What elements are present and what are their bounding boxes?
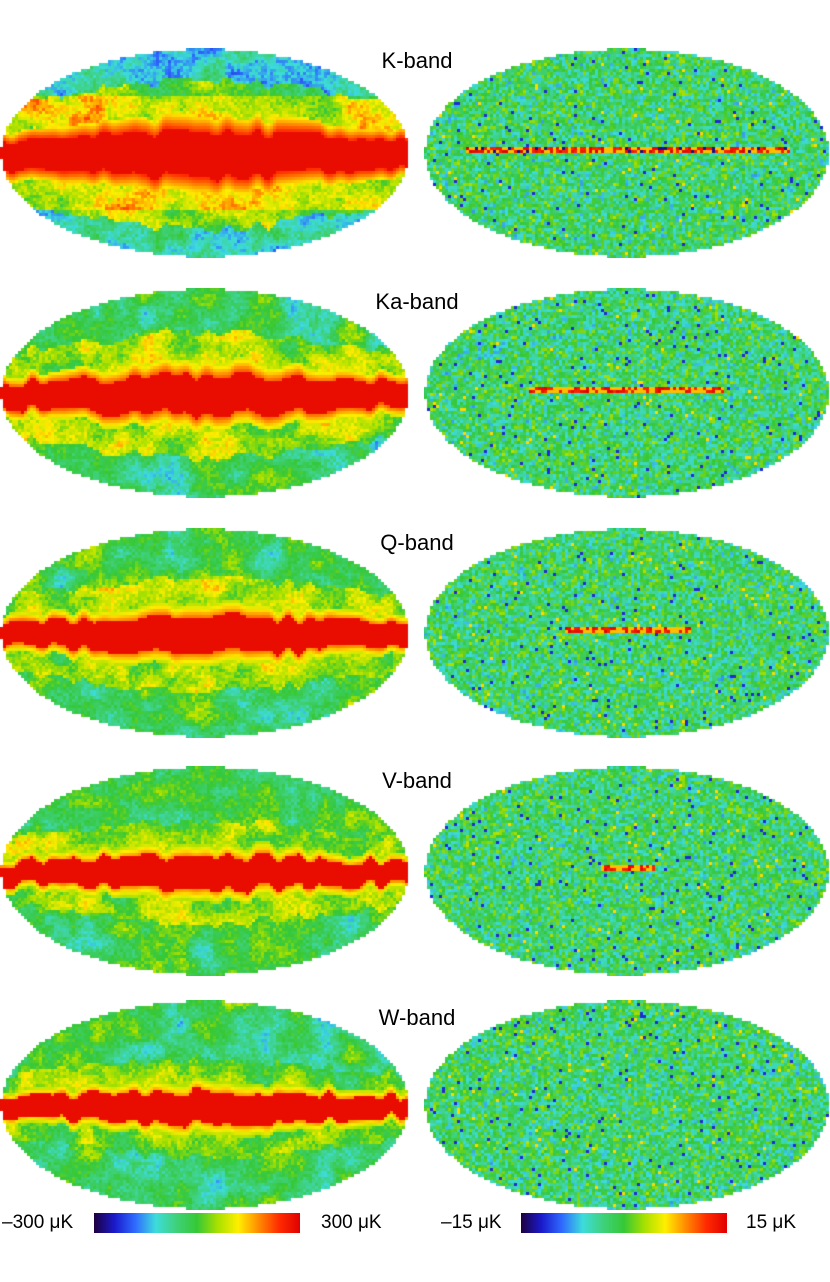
w-band-residual-map bbox=[424, 1000, 830, 1210]
k-band-sky-map bbox=[0, 48, 410, 258]
v-band-residual-map bbox=[424, 766, 830, 976]
left-colorbar-max-label: 300 μK bbox=[321, 1212, 382, 1233]
k-band-residual-map bbox=[424, 48, 830, 258]
ka-band-residual-map bbox=[424, 288, 830, 498]
right-colorbar-max-label: 15 μK bbox=[746, 1212, 797, 1233]
ka-band-sky-map bbox=[0, 288, 410, 498]
right-colorbar bbox=[521, 1213, 727, 1233]
v-band-sky-map bbox=[0, 766, 410, 976]
left-colorbar bbox=[94, 1213, 300, 1233]
q-band-sky-map bbox=[0, 528, 410, 738]
right-colorbar-min-label: –15 μK bbox=[441, 1212, 502, 1233]
w-band-sky-map bbox=[0, 1000, 410, 1210]
q-band-residual-map bbox=[424, 528, 830, 738]
left-colorbar-min-label: –300 μK bbox=[2, 1212, 74, 1233]
